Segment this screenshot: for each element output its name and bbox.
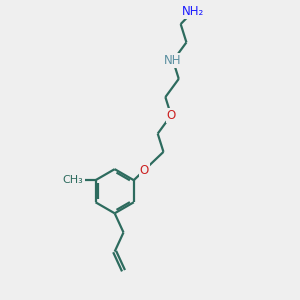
Text: O: O: [140, 164, 149, 177]
Text: O: O: [167, 109, 176, 122]
Text: O: O: [75, 174, 84, 187]
Text: CH₃: CH₃: [63, 175, 83, 184]
Text: NH₂: NH₂: [182, 5, 204, 18]
Text: NH: NH: [164, 54, 182, 67]
